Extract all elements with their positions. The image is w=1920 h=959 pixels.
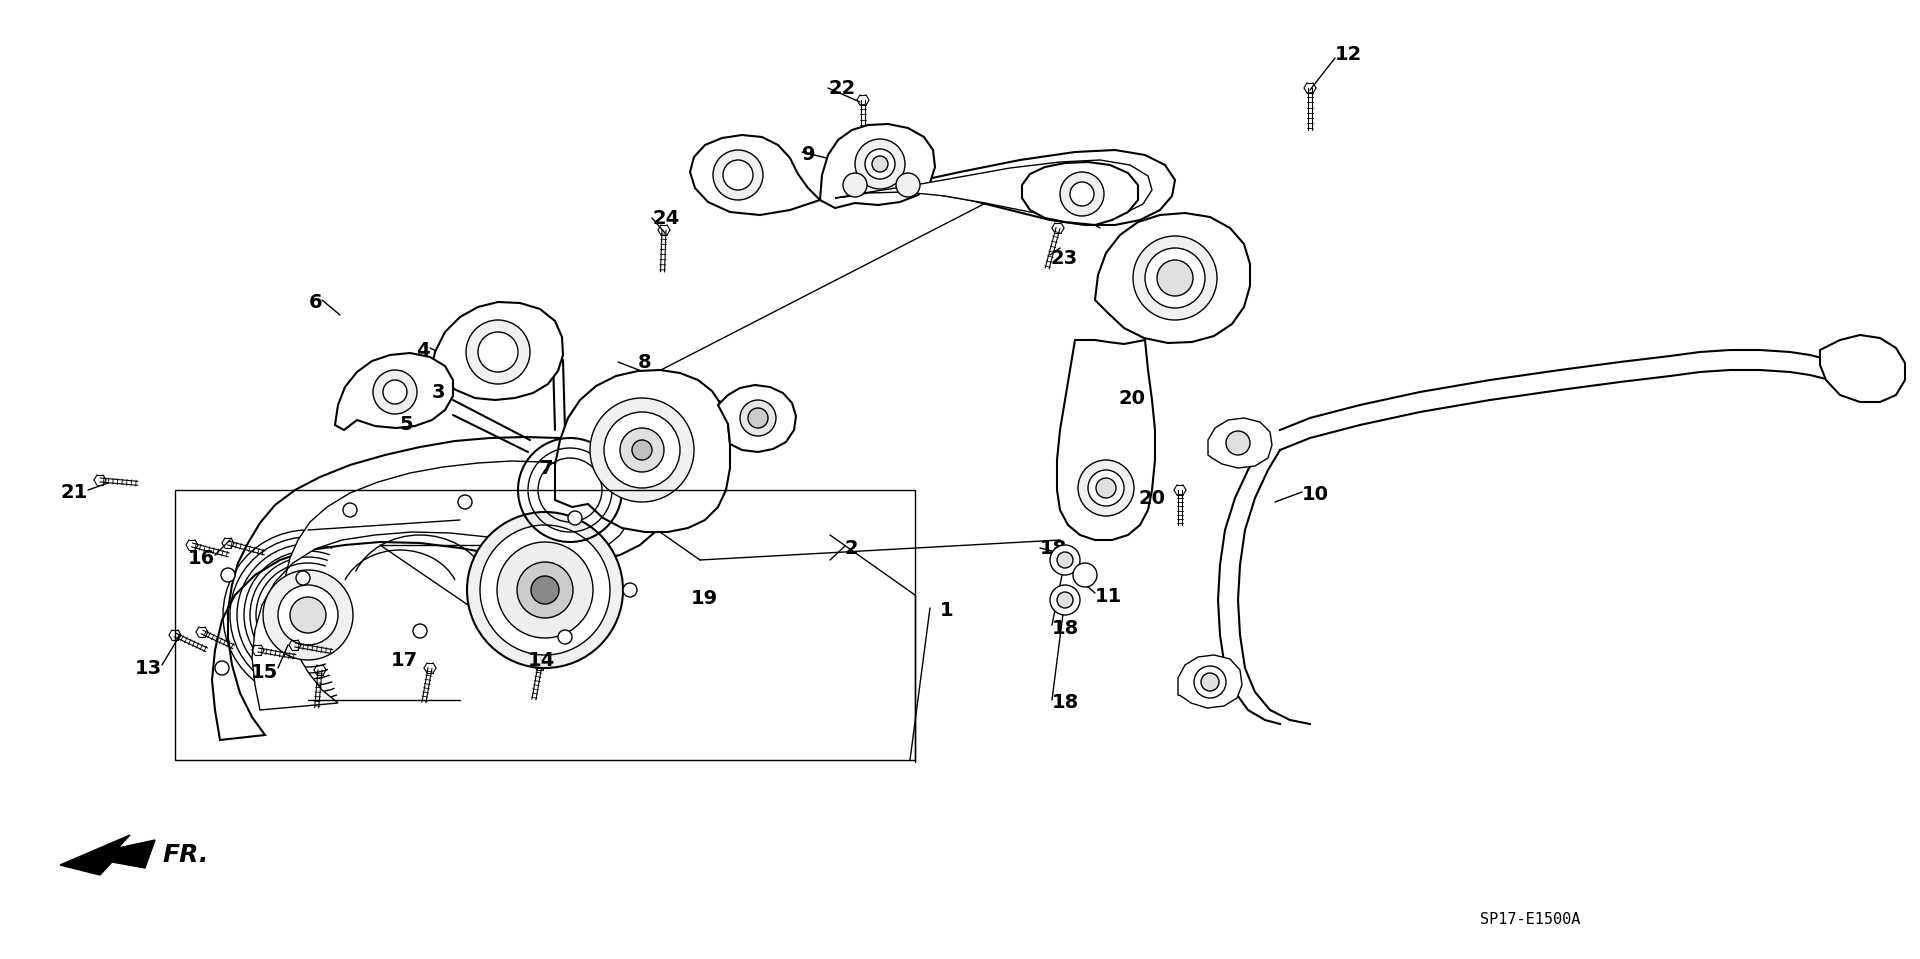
- Circle shape: [605, 412, 680, 488]
- Text: 14: 14: [528, 650, 555, 669]
- Text: 1: 1: [941, 600, 954, 620]
- Text: 11: 11: [1094, 587, 1123, 605]
- Text: 3: 3: [432, 384, 445, 403]
- Circle shape: [1144, 248, 1206, 308]
- Text: 10: 10: [1302, 485, 1329, 504]
- Circle shape: [589, 398, 693, 502]
- Polygon shape: [1820, 335, 1905, 402]
- Polygon shape: [60, 835, 156, 875]
- Text: 9: 9: [803, 146, 816, 165]
- Circle shape: [372, 370, 417, 414]
- Text: 15: 15: [252, 663, 278, 682]
- Text: 20: 20: [1139, 488, 1165, 507]
- Circle shape: [872, 156, 887, 172]
- Circle shape: [478, 332, 518, 372]
- Polygon shape: [555, 370, 730, 532]
- Circle shape: [1096, 478, 1116, 498]
- Circle shape: [843, 173, 868, 197]
- Circle shape: [1158, 260, 1192, 296]
- Text: 2: 2: [845, 539, 858, 557]
- Circle shape: [559, 630, 572, 644]
- Circle shape: [712, 150, 762, 200]
- Text: 7: 7: [540, 458, 553, 478]
- Text: 5: 5: [399, 415, 413, 434]
- Text: 4: 4: [417, 340, 430, 360]
- Circle shape: [739, 400, 776, 436]
- Text: 8: 8: [637, 353, 651, 371]
- Circle shape: [1050, 545, 1079, 575]
- Polygon shape: [835, 160, 1152, 218]
- Circle shape: [1058, 552, 1073, 568]
- Circle shape: [516, 562, 572, 618]
- Circle shape: [221, 568, 234, 582]
- Text: 12: 12: [1334, 45, 1363, 64]
- Text: 16: 16: [188, 549, 215, 568]
- Circle shape: [620, 428, 664, 472]
- Polygon shape: [1021, 162, 1139, 225]
- Text: 19: 19: [691, 589, 718, 607]
- Circle shape: [1077, 460, 1135, 516]
- Circle shape: [1058, 592, 1073, 608]
- Circle shape: [1202, 673, 1219, 691]
- Circle shape: [568, 511, 582, 525]
- Polygon shape: [820, 150, 1175, 225]
- Polygon shape: [430, 302, 563, 400]
- Bar: [175, 490, 916, 760]
- Text: 23: 23: [1050, 248, 1077, 268]
- Text: 22: 22: [828, 79, 854, 98]
- Circle shape: [290, 597, 326, 633]
- Circle shape: [459, 495, 472, 509]
- Text: 13: 13: [134, 659, 161, 677]
- Circle shape: [413, 624, 426, 638]
- Polygon shape: [820, 124, 935, 208]
- Circle shape: [1133, 236, 1217, 320]
- Circle shape: [532, 576, 559, 604]
- Circle shape: [724, 160, 753, 190]
- Text: 20: 20: [1117, 388, 1144, 408]
- Circle shape: [278, 585, 338, 645]
- Circle shape: [497, 542, 593, 638]
- Polygon shape: [211, 437, 664, 740]
- Circle shape: [1069, 182, 1094, 206]
- Circle shape: [344, 503, 357, 517]
- Text: 21: 21: [61, 482, 88, 502]
- Text: 18: 18: [1052, 692, 1079, 712]
- Text: 18: 18: [1041, 539, 1068, 557]
- Polygon shape: [689, 135, 820, 215]
- Text: 18: 18: [1052, 619, 1079, 638]
- Circle shape: [215, 661, 228, 675]
- Polygon shape: [334, 353, 453, 430]
- Circle shape: [1194, 666, 1227, 698]
- Circle shape: [1050, 585, 1079, 615]
- Circle shape: [749, 408, 768, 428]
- Polygon shape: [1208, 418, 1271, 468]
- Text: 17: 17: [392, 650, 419, 669]
- Circle shape: [1073, 563, 1096, 587]
- Polygon shape: [1094, 213, 1250, 343]
- Circle shape: [382, 380, 407, 404]
- Circle shape: [866, 149, 895, 179]
- Circle shape: [622, 583, 637, 597]
- Text: 6: 6: [309, 292, 323, 312]
- Circle shape: [1227, 431, 1250, 455]
- Text: SP17-E1500A: SP17-E1500A: [1480, 913, 1580, 927]
- Circle shape: [632, 440, 653, 460]
- Circle shape: [1060, 172, 1104, 216]
- Polygon shape: [1058, 340, 1156, 540]
- Circle shape: [467, 320, 530, 384]
- Polygon shape: [252, 461, 630, 710]
- Circle shape: [1089, 470, 1123, 506]
- Text: 24: 24: [653, 208, 680, 227]
- Text: FR.: FR.: [161, 843, 209, 867]
- Polygon shape: [718, 385, 797, 452]
- Circle shape: [467, 512, 622, 668]
- Circle shape: [480, 525, 611, 655]
- Circle shape: [854, 139, 904, 189]
- Polygon shape: [1179, 655, 1242, 708]
- Circle shape: [897, 173, 920, 197]
- Circle shape: [263, 570, 353, 660]
- Circle shape: [296, 571, 309, 585]
